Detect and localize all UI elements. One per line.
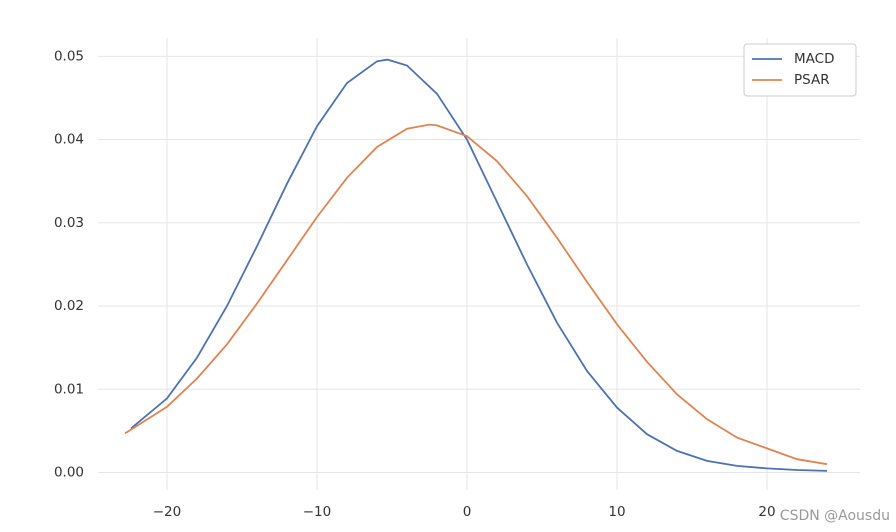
y-tick-label: 0.05 xyxy=(54,48,84,64)
x-tick-label: 0 xyxy=(463,504,472,520)
watermark: CSDN @Aousdu xyxy=(780,508,890,524)
legend-label: MACD xyxy=(794,51,834,67)
y-tick-label: 0.01 xyxy=(54,381,84,397)
legend-label: PSAR xyxy=(794,72,830,88)
y-tick-label: 0.00 xyxy=(54,465,84,481)
x-tick-label: 10 xyxy=(608,504,625,520)
x-tick-label: −20 xyxy=(153,504,182,520)
y-tick-label: 0.03 xyxy=(54,215,84,231)
line xyxy=(130,58,828,472)
x-tick-label: −10 xyxy=(303,504,332,520)
line xyxy=(124,123,828,466)
legend-box xyxy=(743,43,857,97)
y-tick-label: 0.02 xyxy=(54,298,84,314)
x-tick-label: 20 xyxy=(758,504,775,520)
y-tick-label: 0.04 xyxy=(54,132,84,148)
